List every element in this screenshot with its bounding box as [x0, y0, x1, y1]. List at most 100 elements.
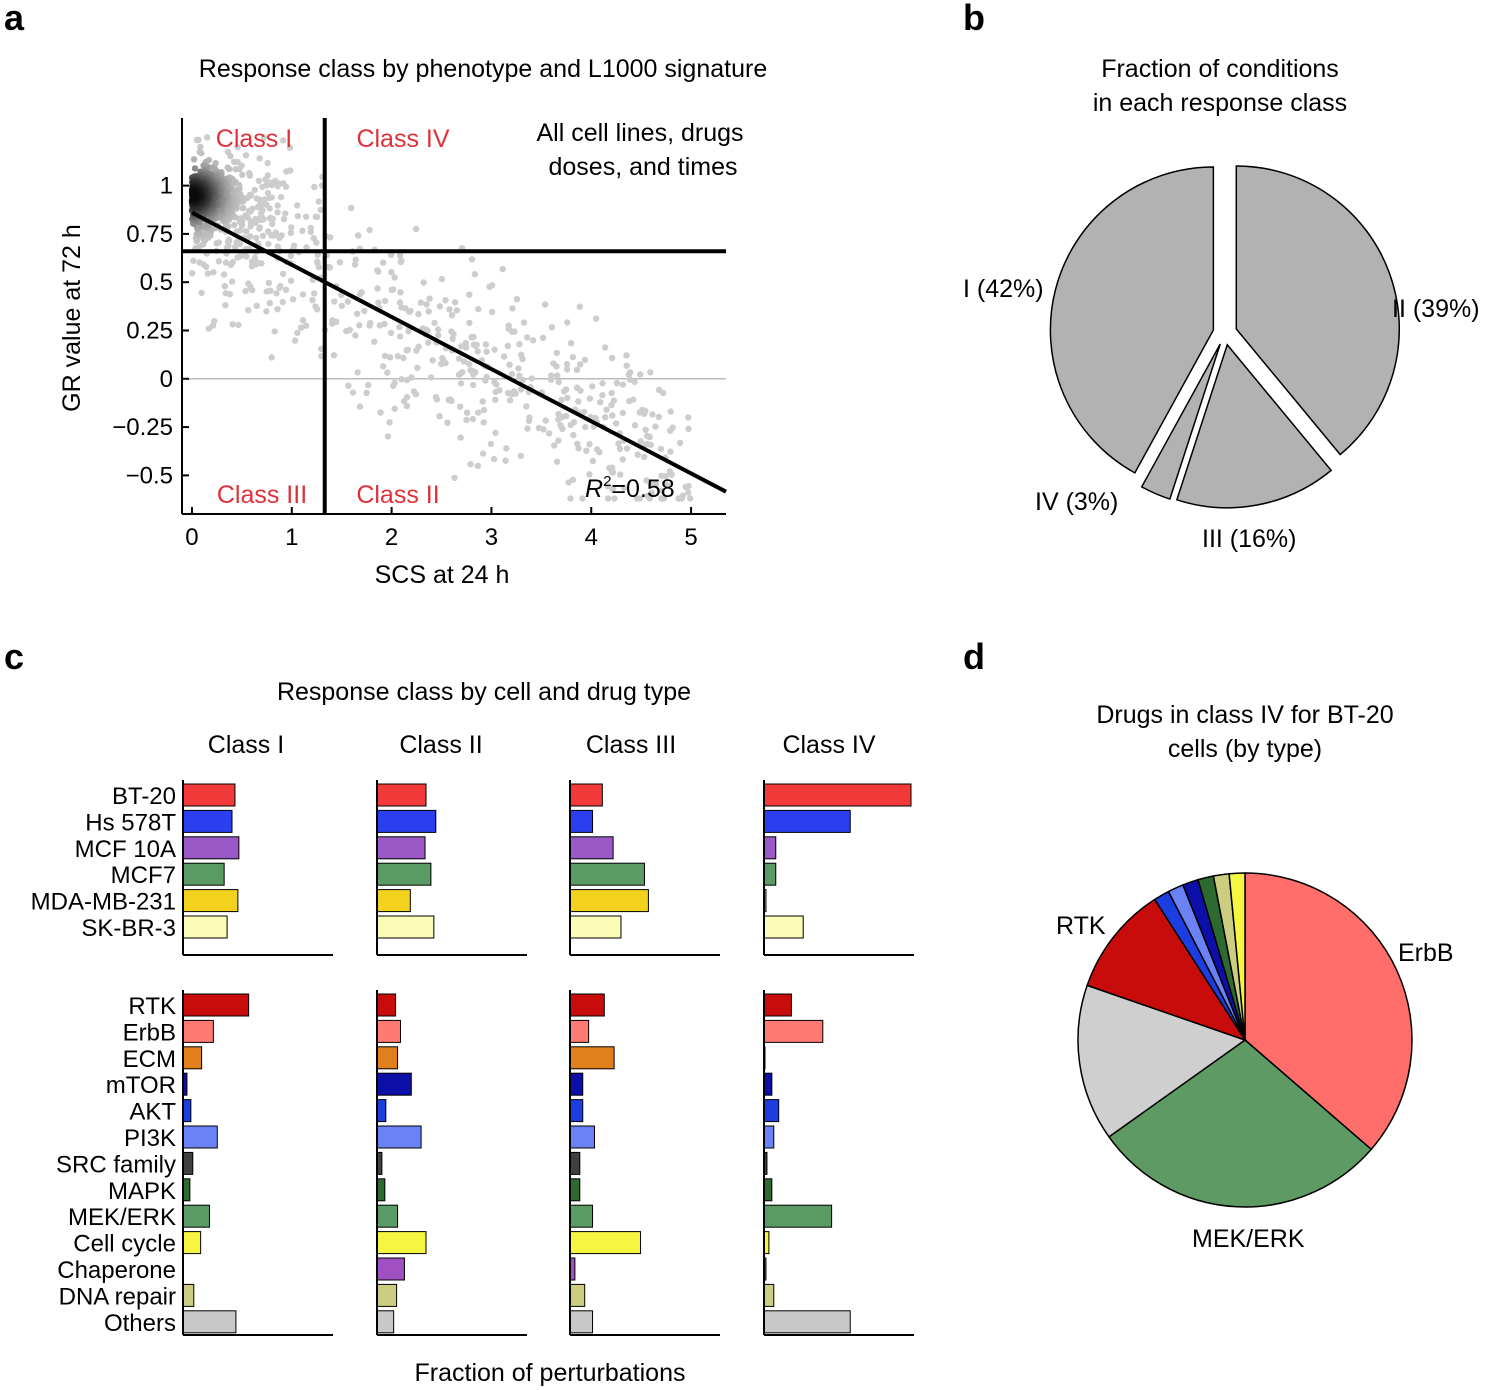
data-point [456, 403, 464, 410]
data-point [512, 390, 519, 397]
data-point [299, 317, 307, 324]
data-point [425, 339, 432, 346]
cell-line-bar [182, 836, 240, 860]
data-point [480, 406, 488, 414]
data-point [264, 189, 272, 197]
data-point [577, 387, 584, 394]
scatter-axes: 0 1 2 3 4 5 1 0.75 0.5 0.25 0 −0.25 −0.5 [112, 118, 726, 551]
data-point [619, 381, 627, 388]
data-point [613, 379, 621, 387]
data-point [620, 484, 628, 491]
data-point [516, 341, 523, 348]
data-point [236, 218, 244, 226]
data-point [619, 409, 627, 417]
column-title-class-iv: Class IV [782, 731, 875, 759]
cell-line-bar [182, 862, 225, 886]
data-point [657, 445, 665, 453]
data-point [391, 274, 398, 281]
drug-type-label: ECM [123, 1046, 176, 1073]
data-point [660, 495, 668, 502]
data-point [313, 239, 320, 246]
drug-type-bar [763, 993, 792, 1017]
data-point [662, 473, 669, 480]
data-point [540, 426, 547, 433]
data-point [374, 285, 381, 292]
data-point [299, 291, 307, 298]
data-point [459, 369, 466, 376]
data-point [466, 291, 473, 298]
data-point [685, 482, 692, 490]
data-point [353, 310, 361, 317]
data-point [317, 345, 325, 352]
data-point [553, 458, 561, 465]
quadrant-label-class-iii: Class III [217, 481, 307, 509]
column-title-class-iii: Class III [586, 731, 676, 759]
data-point [429, 357, 436, 364]
data-point [276, 284, 283, 291]
data-point [400, 354, 407, 362]
data-point [248, 258, 256, 265]
data-point [567, 421, 574, 429]
data-point [307, 224, 315, 232]
class-pie [1049, 165, 1400, 509]
data-point [274, 243, 281, 250]
data-point [354, 369, 361, 376]
data-point [479, 398, 486, 405]
data-point [599, 392, 606, 399]
pie-label-erbb: ErbB [1398, 939, 1454, 967]
data-point [330, 352, 338, 359]
data-point [249, 286, 256, 294]
data-point [617, 471, 624, 478]
data-point [413, 347, 420, 354]
data-point [471, 271, 479, 278]
data-point [597, 399, 604, 406]
drug-type-bar [376, 1072, 412, 1096]
data-point [246, 170, 253, 177]
data-point [490, 455, 498, 463]
data-point [237, 253, 244, 260]
bar-column [763, 780, 914, 1336]
drug-type-label: Others [104, 1310, 176, 1337]
data-point [251, 186, 259, 194]
data-point [655, 386, 663, 393]
data-point [259, 183, 266, 191]
drug-type-bar [376, 1204, 399, 1228]
data-point [266, 215, 273, 222]
data-point [398, 304, 405, 311]
data-point [433, 396, 441, 403]
data-point [642, 426, 649, 433]
data-point [230, 221, 238, 229]
drug-type-label: MAPK [108, 1178, 176, 1205]
data-point [200, 230, 207, 237]
drug-type-label: ErbB [123, 1019, 176, 1046]
data-point [637, 438, 644, 445]
data-point [555, 410, 562, 418]
drug-type-bar [569, 993, 605, 1017]
drug-type-bar [763, 1283, 775, 1307]
data-point [264, 172, 272, 179]
data-point [280, 137, 287, 144]
data-point [580, 408, 588, 416]
data-point [303, 244, 310, 251]
data-point [253, 302, 260, 309]
cell-line-bar [182, 783, 236, 807]
data-point [381, 352, 389, 360]
data-point [609, 412, 616, 419]
data-point [637, 371, 644, 378]
data-point [451, 474, 458, 482]
data-point [586, 471, 593, 478]
data-point [557, 422, 564, 429]
data-point [351, 261, 359, 268]
data-point [288, 224, 295, 231]
pie-label-mek-erk: MEK/ERK [1192, 1225, 1305, 1253]
data-point [642, 407, 649, 415]
data-point [641, 453, 648, 460]
data-point [235, 321, 242, 329]
data-point [229, 321, 236, 328]
data-point [438, 275, 445, 283]
data-point [609, 485, 617, 492]
data-point [652, 423, 659, 430]
data-point [233, 239, 240, 246]
data-point [565, 479, 572, 486]
